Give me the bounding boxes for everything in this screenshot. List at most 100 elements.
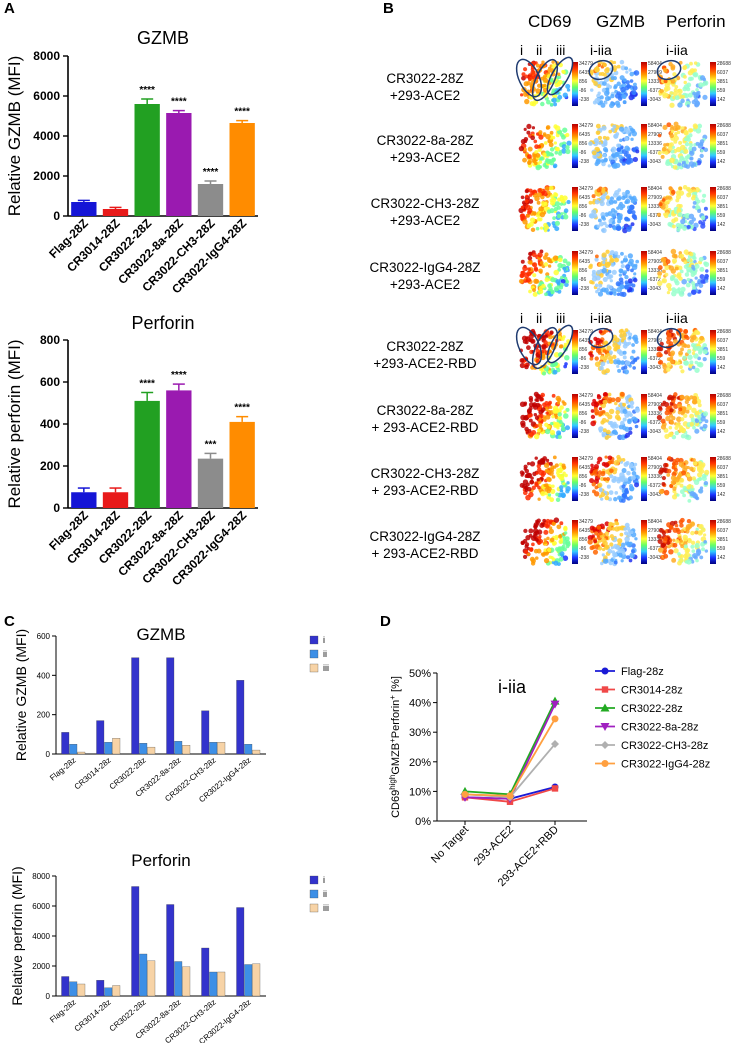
tsne-dot	[548, 370, 552, 374]
tsne-dot	[529, 479, 535, 485]
colorbar-tick-label: -6372	[648, 546, 661, 552]
tsne-dot	[554, 220, 560, 226]
tsne-dot	[689, 156, 693, 161]
colorbar-tick-label: 27909	[648, 338, 662, 344]
tsne-dot	[596, 525, 602, 530]
tsne-dot	[548, 555, 552, 559]
tsne-dot	[600, 102, 606, 108]
tsne-dot	[597, 218, 602, 223]
tsne-dot	[532, 533, 538, 540]
row-label-line2: +293-ACE2	[389, 213, 461, 228]
tsne-dot	[605, 476, 611, 482]
tsne-dot	[664, 200, 670, 205]
significance-mark: ****	[203, 167, 219, 178]
tsne-dot	[631, 283, 636, 288]
colorbar	[572, 394, 578, 438]
tsne-dot	[552, 465, 557, 469]
tsne-dot	[523, 549, 529, 555]
tsne-dot	[566, 140, 572, 146]
legend-label: Flag-28z	[621, 666, 664, 678]
tsne-dot	[675, 198, 680, 203]
tsne-dot	[622, 257, 628, 263]
colorbar-tick-label: 34279	[579, 250, 593, 256]
tsne-dot	[523, 139, 528, 144]
tsne-dot	[604, 95, 611, 102]
tsne-dot	[621, 149, 627, 155]
tsne-dot	[602, 221, 607, 226]
tsne-plot-perforin	[657, 184, 709, 233]
tsne-dot	[520, 259, 525, 264]
colorbar-tick-label: -6372	[648, 356, 661, 362]
tsne-dot	[616, 364, 620, 369]
tsne-dot	[532, 471, 537, 477]
tsne-dot	[537, 485, 541, 490]
tsne-dot	[524, 198, 529, 204]
colorbar-tick-label: -86	[579, 150, 587, 156]
tsne-dot	[627, 404, 631, 409]
tsne-dot	[657, 360, 662, 365]
tsne-dot	[626, 555, 631, 560]
tsne-dot	[680, 417, 685, 422]
tsne-dot	[689, 360, 694, 365]
colorbar-tick-label: 6037	[717, 338, 729, 344]
colorbar-ticks: 28688 6037 3851 559 142	[717, 328, 731, 373]
tsne-dot	[704, 279, 709, 283]
tsne-dot	[667, 221, 673, 227]
tsne-dot	[611, 537, 615, 541]
tsne-dot	[614, 414, 621, 420]
tsne-dot	[689, 128, 694, 133]
tsne-dot	[546, 536, 550, 541]
tsne-dot	[620, 434, 626, 441]
colorbar-ticks: 58404 27909 13336 -6372 -3043	[648, 185, 662, 230]
tsne-dot	[537, 144, 541, 149]
colorbar-ticks: 34279 6435 856 -86 -238	[579, 455, 593, 500]
y-tick-label: 6000	[32, 902, 50, 911]
tsne-dot	[693, 68, 697, 73]
tsne-dot	[660, 418, 666, 424]
tsne-dot	[526, 130, 531, 135]
tsne-dot	[683, 148, 689, 154]
tsne-dot	[675, 288, 681, 294]
tsne-dot	[683, 413, 688, 418]
tsne-dot	[593, 464, 599, 470]
tsne-dot	[522, 265, 528, 272]
bar-i-Flag-28z	[61, 976, 70, 997]
tsne-dot	[594, 402, 600, 408]
tsne-dot	[589, 88, 594, 92]
tsne-dot	[633, 357, 638, 362]
tsne-dot	[520, 205, 525, 210]
tsne-dot	[622, 408, 628, 414]
tsne-dot	[691, 281, 695, 286]
row-label-line2: + 293-ACE2-RBD	[371, 420, 479, 435]
tsne-dot	[536, 463, 541, 469]
tsne-dot	[520, 420, 526, 426]
tsne-dot	[552, 542, 556, 546]
tsne-dot	[607, 164, 611, 168]
tsne-dot	[689, 61, 693, 66]
tsne-dot	[672, 90, 678, 97]
tsne-dot	[595, 159, 601, 165]
tsne-dot	[702, 349, 708, 355]
tsne-dot	[662, 262, 667, 267]
tsne-dot	[676, 416, 682, 423]
tsne-dot	[558, 331, 562, 336]
tsne-dot	[615, 396, 621, 403]
tsne-dot	[591, 209, 597, 215]
tsne-dot	[554, 415, 559, 420]
tsne-dot	[670, 360, 675, 365]
y-axis-label: Relative GZMB (MFI)	[13, 629, 29, 761]
tsne-dot	[551, 414, 555, 419]
tsne-dot	[686, 104, 690, 108]
tsne-dot	[605, 83, 610, 88]
colorbar	[641, 520, 647, 564]
colorbar-tick-label: 559	[717, 213, 726, 219]
tsne-dot	[676, 361, 681, 366]
colorbar-tick-label: -6372	[648, 420, 661, 426]
tsne-dot	[665, 406, 671, 412]
y-axis-label-part: +	[388, 738, 397, 743]
tsne-dot	[549, 102, 554, 107]
tsne-dot	[545, 411, 549, 415]
tsne-dot	[617, 368, 622, 373]
tsne-dot	[549, 198, 554, 203]
tsne-dot	[686, 87, 691, 92]
